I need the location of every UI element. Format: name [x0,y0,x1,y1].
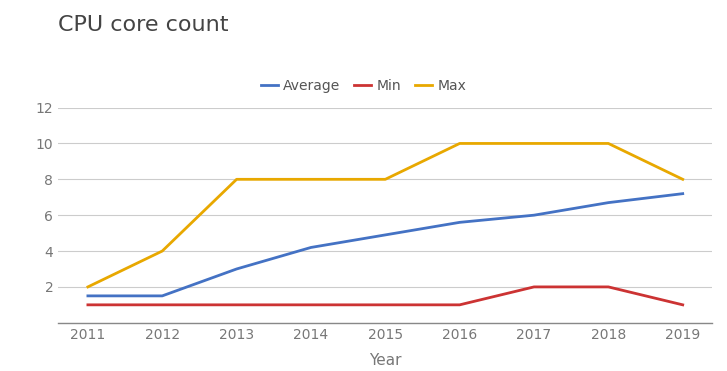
X-axis label: Year: Year [369,353,401,368]
Min [381,303,390,307]
Min [678,303,687,307]
Line: Max: Max [88,144,683,287]
Line: Average: Average [88,194,683,296]
Max [158,249,166,253]
Min [307,303,316,307]
Average [604,200,613,205]
Average [232,267,241,271]
Max [232,177,241,181]
Min [604,285,613,289]
Average [455,220,464,224]
Max [381,177,390,181]
Max [678,177,687,181]
Average [84,294,92,298]
Max [455,141,464,146]
Min [84,303,92,307]
Min [232,303,241,307]
Max [307,177,316,181]
Line: Min: Min [88,287,683,305]
Min [455,303,464,307]
Min [530,285,539,289]
Average [530,213,539,217]
Average [307,245,316,250]
Max [530,141,539,146]
Average [381,233,390,237]
Max [84,285,92,289]
Min [158,303,166,307]
Legend: Average, Min, Max: Average, Min, Max [255,74,472,99]
Average [158,294,166,298]
Average [678,191,687,196]
Max [604,141,613,146]
Text: CPU core count: CPU core count [58,15,229,35]
